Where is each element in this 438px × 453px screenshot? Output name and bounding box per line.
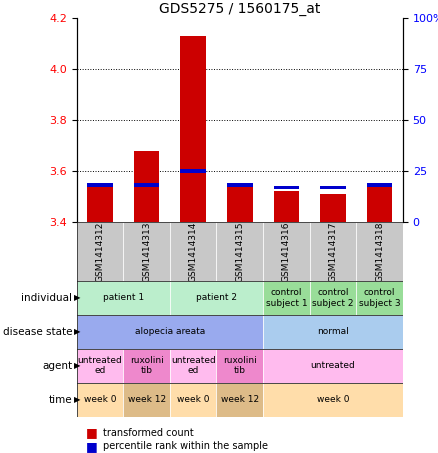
Bar [320, 194, 346, 222]
Bar [216, 383, 263, 417]
Bar [123, 349, 170, 383]
Bar [134, 150, 159, 222]
Text: GSM1414313: GSM1414313 [142, 221, 151, 282]
Bar [123, 383, 170, 417]
Text: week 12: week 12 [221, 395, 259, 404]
Bar [310, 281, 357, 315]
Bar [77, 281, 170, 315]
Bar [263, 281, 310, 315]
Bar [263, 222, 310, 281]
Text: percentile rank within the sample: percentile rank within the sample [103, 441, 268, 451]
Text: normal: normal [317, 328, 349, 336]
Bar [227, 183, 253, 187]
Text: GSM1414316: GSM1414316 [282, 221, 291, 282]
Text: ▶: ▶ [74, 395, 81, 404]
Text: GSM1414314: GSM1414314 [189, 221, 198, 282]
Text: GSM1414312: GSM1414312 [95, 221, 104, 282]
Text: transformed count: transformed count [103, 428, 194, 438]
Text: control
subject 1: control subject 1 [265, 288, 307, 308]
Bar [170, 281, 263, 315]
Bar [170, 349, 216, 383]
Text: ruxolini
tib: ruxolini tib [223, 356, 257, 376]
Text: GSM1414318: GSM1414318 [375, 221, 384, 282]
Text: GSM1414317: GSM1414317 [328, 221, 338, 282]
Text: untreated
ed: untreated ed [78, 356, 122, 376]
Bar [274, 186, 299, 189]
Bar [77, 383, 123, 417]
Bar [357, 281, 403, 315]
Bar [367, 184, 392, 222]
Text: week 0: week 0 [84, 395, 116, 404]
Bar [263, 315, 403, 349]
Text: ▶: ▶ [74, 328, 81, 336]
Bar [170, 222, 216, 281]
Bar [180, 36, 206, 222]
Text: agent: agent [42, 361, 72, 371]
Bar [263, 349, 403, 383]
Text: ruxolini
tib: ruxolini tib [130, 356, 163, 376]
Bar [310, 222, 357, 281]
Text: untreated
ed: untreated ed [171, 356, 215, 376]
Bar [123, 222, 170, 281]
Bar [77, 222, 123, 281]
Text: GSM1414315: GSM1414315 [235, 221, 244, 282]
Bar [77, 349, 123, 383]
Text: patient 2: patient 2 [196, 294, 237, 302]
Bar [227, 184, 253, 222]
Text: control
subject 3: control subject 3 [359, 288, 400, 308]
Text: ■: ■ [85, 426, 97, 439]
Bar [77, 315, 263, 349]
Text: untreated: untreated [311, 361, 355, 370]
Bar [367, 183, 392, 187]
Bar [216, 349, 263, 383]
Bar [216, 222, 263, 281]
Bar [357, 222, 403, 281]
Text: ▶: ▶ [74, 294, 81, 302]
Bar [170, 383, 216, 417]
Bar [180, 169, 206, 173]
Text: week 0: week 0 [317, 395, 349, 404]
Text: patient 1: patient 1 [102, 294, 144, 302]
Bar [320, 186, 346, 189]
Bar [87, 186, 113, 222]
Text: ▶: ▶ [74, 361, 81, 370]
Bar [274, 191, 299, 222]
Text: disease state: disease state [3, 327, 72, 337]
Text: alopecia areata: alopecia areata [135, 328, 205, 336]
Text: ■: ■ [85, 440, 97, 453]
Text: time: time [49, 395, 72, 405]
Bar [87, 183, 113, 187]
Bar [134, 183, 159, 187]
Text: week 0: week 0 [177, 395, 209, 404]
Text: week 12: week 12 [127, 395, 166, 404]
Title: GDS5275 / 1560175_at: GDS5275 / 1560175_at [159, 2, 321, 16]
Text: control
subject 2: control subject 2 [312, 288, 354, 308]
Text: individual: individual [21, 293, 72, 303]
Bar [263, 383, 403, 417]
